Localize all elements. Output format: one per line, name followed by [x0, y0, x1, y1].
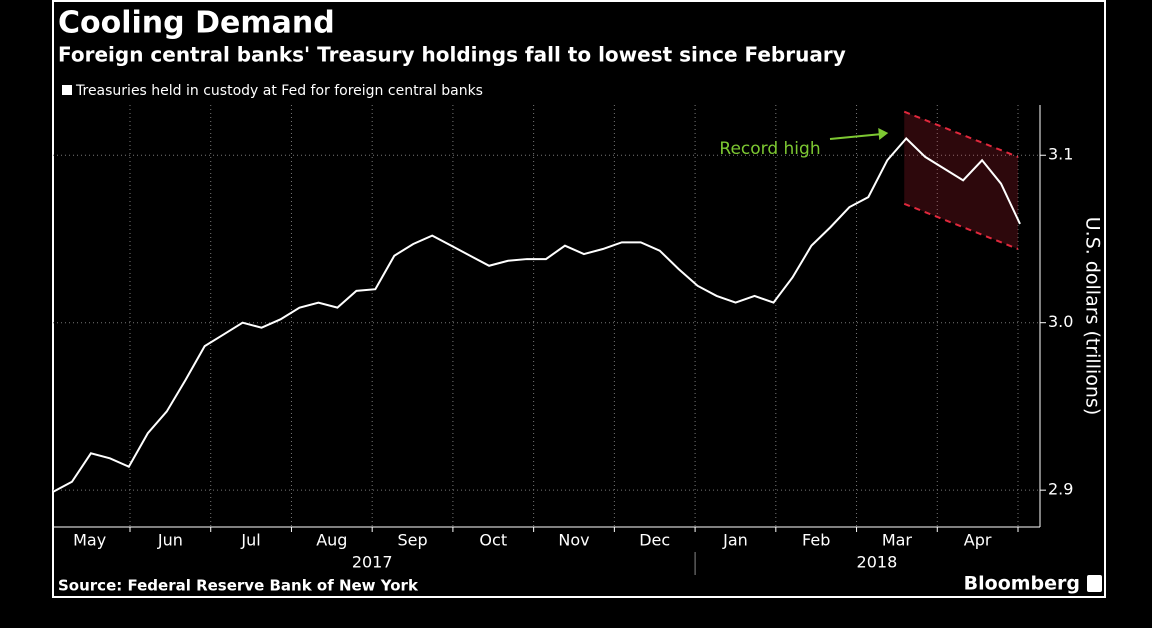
- x-tick-label: Jun: [157, 531, 183, 550]
- x-tick-label: Jan: [722, 531, 748, 550]
- annotation: Record high: [719, 139, 820, 159]
- brand-icon: [1087, 575, 1102, 592]
- chart-title: Cooling Demand: [58, 6, 335, 41]
- x-tick-label: Oct: [479, 531, 507, 550]
- x-tick-label: Aug: [316, 531, 347, 550]
- frame: [52, 0, 1106, 598]
- y-tick-label: 3.1: [1048, 145, 1073, 164]
- brand: Bloomberg: [964, 573, 1080, 595]
- x-tick-label: Mar: [882, 531, 913, 550]
- x-tick-label: Sep: [397, 531, 427, 550]
- channel-line: [903, 110, 1019, 158]
- source: Source: Federal Reserve Bank of New York: [58, 577, 419, 595]
- channel-line: [903, 202, 1019, 250]
- legend-swatch: [62, 85, 72, 95]
- y-tick-label: 2.9: [1048, 480, 1073, 499]
- x-tick-label: Nov: [558, 531, 589, 550]
- y-axis-title: U.S. dollars (trillions): [1082, 217, 1104, 416]
- line: [52, 137, 1021, 493]
- year-label: 2017: [352, 553, 393, 572]
- x-tick-label: Jul: [240, 531, 260, 550]
- x-tick-label: Dec: [639, 531, 670, 550]
- x-tick-label: Feb: [802, 531, 830, 550]
- y-tick-label: 3.0: [1048, 312, 1073, 331]
- x-tick-label: Apr: [964, 531, 992, 550]
- annotation-arrowhead: [878, 128, 889, 140]
- year-label: 2018: [857, 553, 898, 572]
- legend-label: Treasuries held in custody at Fed for fo…: [75, 83, 483, 99]
- annotation-arrow: [829, 133, 883, 140]
- chart-subtitle: Foreign central banks' Treasury holdings…: [58, 43, 846, 67]
- x-tick-label: May: [73, 531, 106, 550]
- channel-area: [904, 111, 1018, 250]
